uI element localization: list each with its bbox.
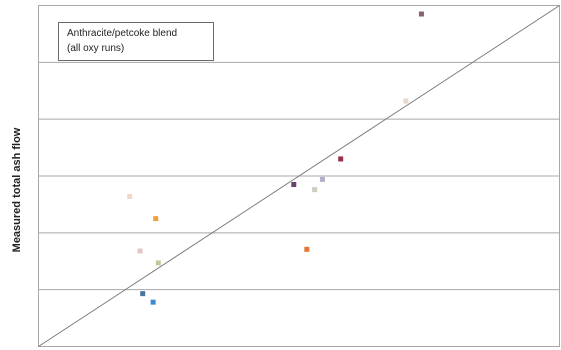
annotation-box: Anthracite/petcoke blend (all oxy runs) [58, 22, 214, 61]
data-point-10 [155, 260, 161, 266]
data-points [127, 11, 424, 305]
data-point-5 [291, 182, 297, 188]
plot-area-border [38, 5, 560, 347]
data-point-12 [140, 291, 146, 297]
data-point-9 [137, 248, 143, 254]
annotation-line-2: (all oxy runs) [67, 43, 124, 54]
annotation-box-frame [58, 22, 214, 61]
data-point-11 [304, 246, 310, 252]
data-point-8 [153, 216, 159, 222]
data-point-3 [338, 156, 344, 162]
annotation-line-1: Anthracite/petcoke blend [67, 28, 177, 39]
data-point-7 [127, 193, 133, 199]
data-point-1 [418, 11, 424, 17]
data-point-2 [403, 98, 409, 104]
y-axis-label: Measured total ash flow [11, 127, 23, 252]
data-point-6 [312, 187, 318, 193]
data-point-4 [319, 176, 325, 182]
data-point-13 [150, 299, 156, 305]
reference-line [38, 5, 560, 347]
